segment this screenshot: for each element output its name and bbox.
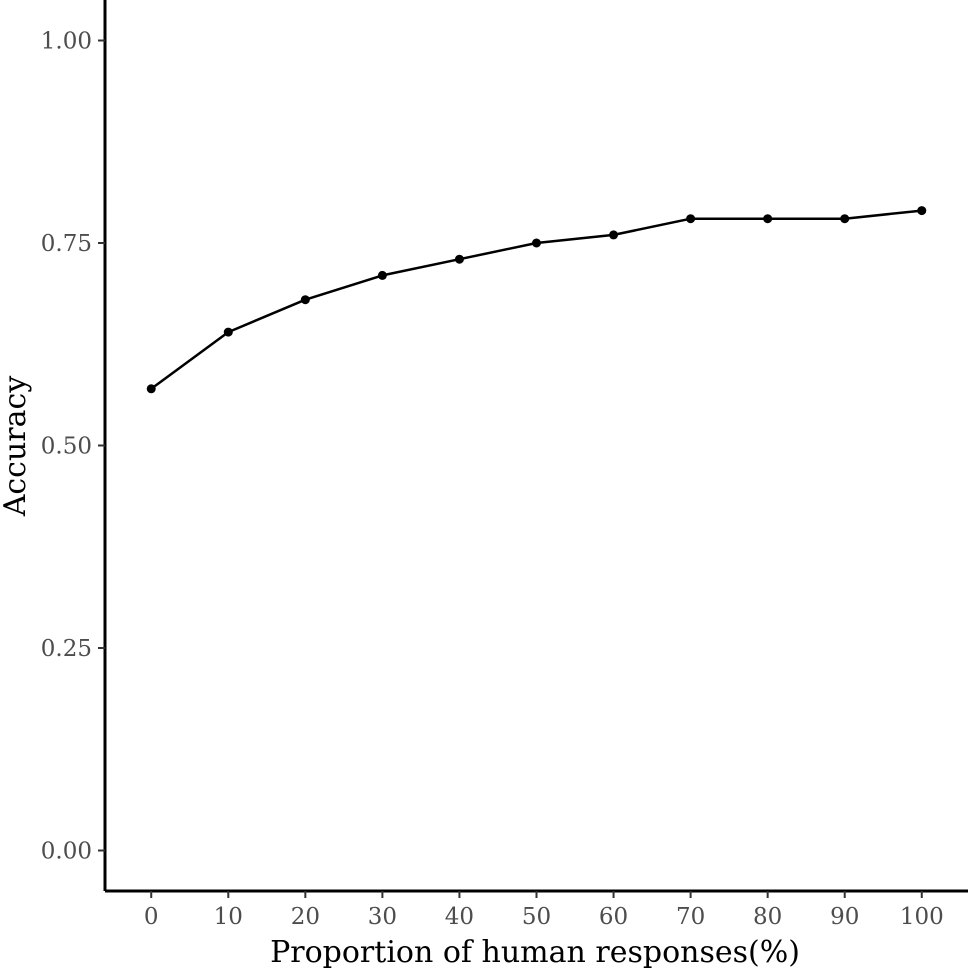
data-point [609, 230, 619, 240]
series-line [150, 209, 922, 390]
data-point [763, 214, 773, 224]
data-point [532, 238, 541, 248]
x-tick-label: 90 [830, 904, 859, 930]
x-tick-label: 10 [214, 904, 243, 930]
x-tick-label: 100 [900, 904, 944, 930]
data-point [840, 214, 850, 224]
y-axis: 0.00 0.25 0.50 0.75 1.00 [41, 0, 107, 891]
data-point [454, 254, 464, 264]
y-tick-label: 0.25 [41, 636, 92, 662]
data-point [686, 214, 696, 224]
y-axis-title: Accuracy [0, 376, 33, 518]
x-tick-label: 0 [144, 904, 159, 930]
x-tick-label: 80 [753, 904, 782, 930]
data-point [300, 295, 310, 305]
x-tick-label: 40 [445, 904, 474, 930]
x-tick-label: 20 [291, 904, 320, 930]
x-axis-title: Proportion of human responses(%) [270, 935, 800, 968]
x-tick-label: 70 [676, 904, 705, 930]
y-tick-label: 0.50 [41, 434, 92, 460]
x-tick-label: 60 [599, 904, 628, 930]
data-point [146, 384, 156, 394]
x-tick-label: 30 [368, 904, 397, 930]
y-tick-label: 1.00 [41, 29, 92, 55]
data-point [377, 270, 387, 280]
data-point [917, 206, 927, 216]
y-tick-label: 0.75 [41, 231, 92, 257]
y-tick-label: 0.00 [41, 839, 92, 865]
x-tick-label: 50 [522, 904, 551, 930]
series-layer [146, 206, 927, 394]
data-point [223, 327, 233, 337]
x-axis: 0 10 20 30 40 50 60 70 80 90 100 [105, 889, 968, 930]
